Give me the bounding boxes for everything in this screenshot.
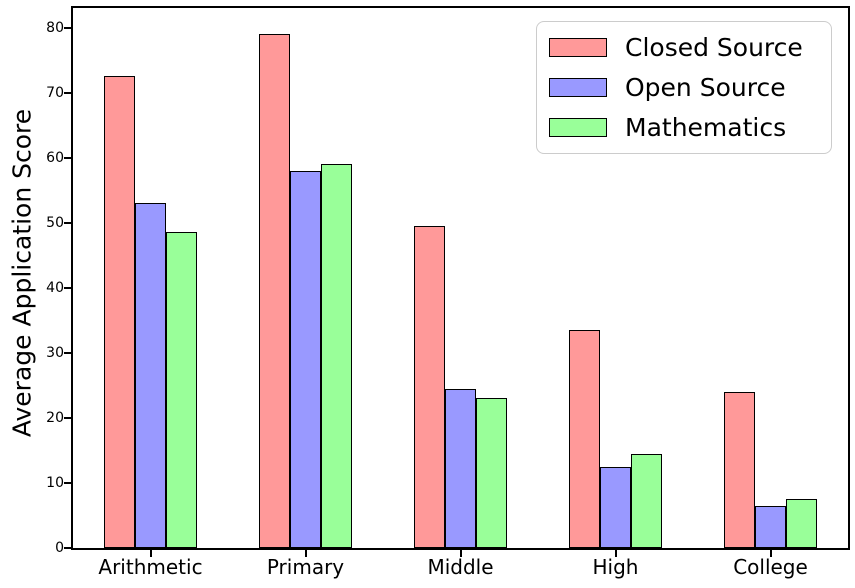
y-tick-label: 20 [46,409,64,426]
y-tick [64,481,71,484]
x-tick-label: High [592,555,639,579]
x-tick-label: College [733,555,808,579]
x-tick [304,550,307,557]
y-tick-label: 70 [46,84,64,101]
y-tick [64,416,71,419]
y-tick-label: 60 [46,149,64,166]
legend-swatch-0 [549,38,607,58]
bar-high-0 [569,330,600,548]
bar-high-2 [631,453,662,548]
bar-primary-2 [321,164,352,548]
x-tick-label: Primary [266,555,345,579]
bar-high-1 [600,466,631,548]
bar-middle-2 [476,398,507,548]
x-tick [614,550,617,557]
legend-label-2: Mathematics [625,112,787,142]
y-tick [64,286,71,289]
bar-college-1 [755,505,786,548]
x-tick [459,550,462,557]
legend: Closed Source Open Source Mathematics [536,21,832,154]
y-tick [64,91,71,94]
bar-middle-1 [445,388,476,548]
bar-middle-0 [414,225,445,548]
y-tick-label: 50 [46,214,64,231]
legend-item-closed-source: Closed Source [549,28,819,68]
y-tick [64,156,71,159]
y-tick-label: 40 [46,279,64,296]
x-tick [769,550,772,557]
legend-item-mathematics: Mathematics [549,107,819,147]
y-tick [64,351,71,354]
legend-swatch-1 [549,78,607,97]
bar-college-2 [786,499,817,548]
bar-arithmetic-1 [135,203,166,548]
plot-area [64,6,850,557]
legend-item-open-source: Open Source [549,68,819,108]
y-tick-label: 0 [55,540,64,556]
y-tick-label: 10 [46,474,64,491]
y-tick-label: 30 [46,344,64,361]
legend-swatch-2 [549,117,607,137]
x-tick-label: Arithmetic [98,555,203,579]
bar-primary-1 [290,170,321,548]
bar-arithmetic-2 [166,232,197,548]
legend-label-0: Closed Source [625,33,803,63]
y-tick [64,221,71,224]
y-tick-label: 80 [46,19,64,36]
x-tick-label: Middle [427,555,494,579]
y-tick [64,547,71,549]
bar-college-0 [724,391,755,548]
x-tick [149,550,152,557]
legend-label-1: Open Source [625,73,786,102]
bar-arithmetic-0 [104,76,135,548]
bar-primary-0 [259,34,290,548]
y-tick [64,26,71,29]
